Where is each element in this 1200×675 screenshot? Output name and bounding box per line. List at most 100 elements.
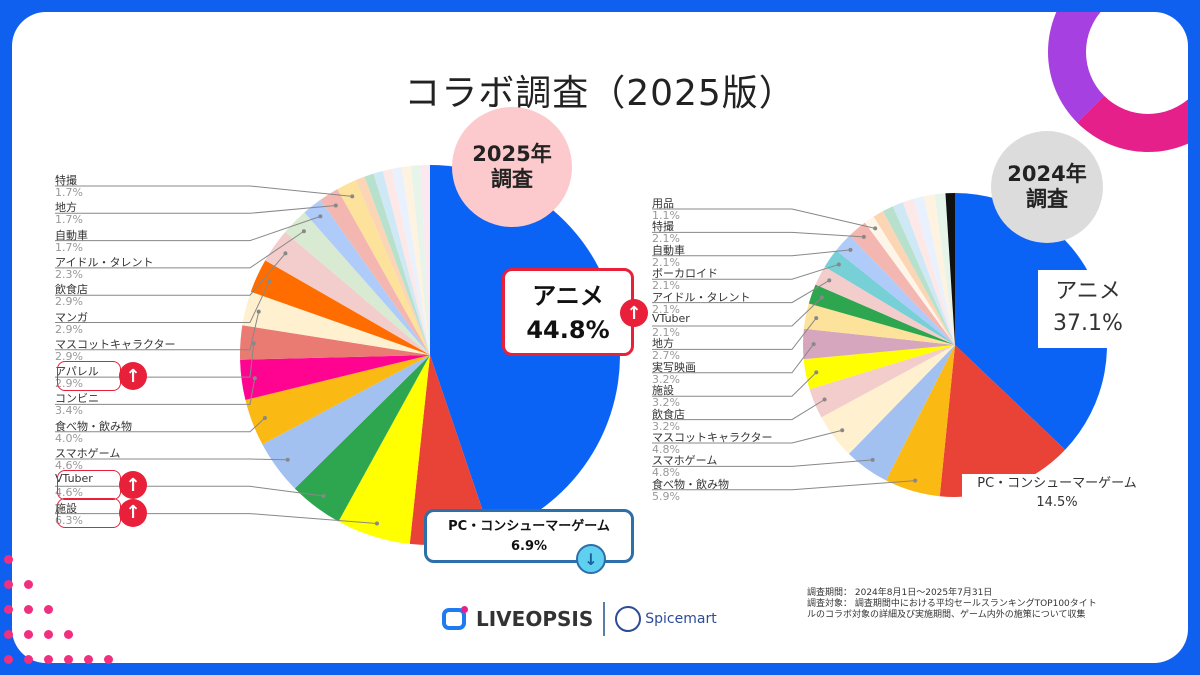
logo-divider bbox=[603, 602, 606, 636]
leader-line bbox=[652, 208, 876, 229]
slice-label: 地方 bbox=[652, 337, 674, 351]
slice-label: アイドル・タレント bbox=[55, 255, 154, 269]
survey-period: 調査期間： 2024年8月1日〜2025年7月31日 bbox=[807, 588, 993, 598]
leader-line bbox=[55, 253, 286, 296]
slice-label: 用品 bbox=[652, 197, 674, 210]
pie-slice bbox=[294, 355, 430, 522]
leader-line bbox=[652, 297, 823, 327]
page-title: コラボ調査（2025版） bbox=[404, 73, 796, 114]
decor-dot bbox=[84, 655, 93, 664]
pie-slice bbox=[803, 303, 955, 345]
callout-anime-2024: アニメ 37.1% bbox=[1038, 270, 1138, 348]
slice-label: ボーカロイド bbox=[652, 267, 718, 281]
pie-slice-minor bbox=[902, 198, 955, 345]
decor-dot bbox=[4, 630, 13, 639]
slice-label: VTuber bbox=[652, 312, 690, 325]
leader-dot bbox=[814, 316, 819, 321]
decor-dot bbox=[4, 655, 13, 664]
slice-label: 特撮 bbox=[55, 174, 77, 187]
pie-slice bbox=[320, 189, 430, 355]
slice-label: マスコットキャラクター bbox=[652, 431, 773, 444]
pie-slice bbox=[802, 328, 955, 360]
pie-slice-minor bbox=[923, 194, 955, 345]
year-badge: 2024年 調査 bbox=[991, 131, 1103, 243]
pie-slice-minor bbox=[913, 196, 955, 345]
pie-slice bbox=[808, 284, 955, 345]
leader-line bbox=[55, 311, 260, 351]
survey-target: 調査対象： 調査期間中における平均セールスランキングTOP100タイト bbox=[807, 599, 1097, 609]
slice-label: 実写映画 bbox=[652, 360, 696, 374]
leader-dot bbox=[840, 428, 845, 433]
leader-dot bbox=[873, 226, 878, 231]
year-badge: 2025年 調査 bbox=[452, 107, 572, 227]
leader-dot bbox=[350, 194, 355, 199]
slice-value: 5.9% bbox=[652, 489, 680, 503]
leader-dot bbox=[822, 397, 827, 402]
pie-slice bbox=[809, 345, 955, 418]
pie-slice bbox=[864, 216, 955, 345]
slice-label: アイドル・タレント bbox=[652, 290, 751, 304]
pie-slice bbox=[409, 355, 491, 545]
pie-charts bbox=[55, 165, 1107, 545]
pie-slice bbox=[848, 345, 955, 481]
slice-value: 2.9% bbox=[55, 349, 83, 363]
leader-line bbox=[652, 279, 830, 304]
pie-slice bbox=[821, 345, 955, 454]
slice-label: 食べ物・飲み物 bbox=[55, 419, 132, 433]
callout-value: 44.8% bbox=[526, 316, 610, 344]
slice-value: 2.9% bbox=[55, 295, 83, 309]
highlight-box bbox=[57, 361, 121, 392]
slice-value: 3.2% bbox=[652, 419, 680, 433]
pie-slice bbox=[824, 250, 955, 345]
up-arrow-icon: ↑ bbox=[620, 299, 648, 327]
slice-value: 3.2% bbox=[652, 396, 680, 410]
down-arrow-icon: ↓ bbox=[576, 544, 606, 574]
pie-slice-minor bbox=[364, 173, 430, 355]
up-arrow-icon: ↑ bbox=[119, 471, 147, 500]
callout-anime-2025: アニメ 44.8% bbox=[502, 268, 634, 356]
pie-slice bbox=[955, 193, 1107, 450]
up-arrow-icon: ↑ bbox=[119, 498, 147, 527]
globe-icon bbox=[615, 606, 642, 632]
pie-slice-minor bbox=[355, 176, 430, 355]
slide: コラボ調査（2025版） 特撮 1.7% 地方 1.7% 自動車 1.7% アイドル・タレン… bbox=[12, 12, 1188, 663]
slice-label: コンビニ bbox=[55, 392, 99, 406]
leader-dot bbox=[267, 279, 272, 284]
leader-line bbox=[55, 281, 270, 323]
pie-slice bbox=[885, 345, 955, 497]
decor-dot bbox=[64, 630, 73, 639]
pie-slice-minor bbox=[945, 193, 955, 345]
highlight-box bbox=[57, 470, 121, 501]
pie-slice bbox=[240, 325, 430, 360]
leader-line bbox=[55, 458, 288, 461]
leader-line bbox=[55, 230, 305, 269]
decor-dot bbox=[64, 655, 73, 664]
slice-value: 4.8% bbox=[652, 466, 680, 480]
callout-value: 37.1% bbox=[1053, 311, 1123, 336]
pie-slice bbox=[803, 345, 955, 390]
slice-value: 2.3% bbox=[55, 267, 83, 281]
leader-line bbox=[652, 343, 815, 374]
pie-slice-minor bbox=[892, 202, 955, 345]
slice-label: 特撮 bbox=[652, 220, 674, 234]
slice-value: 1.1% bbox=[652, 209, 680, 222]
logos: LIVEOPSIS Spicemart bbox=[442, 602, 717, 636]
pie-slice bbox=[939, 345, 1066, 497]
slice-label: 自動車 bbox=[55, 228, 88, 242]
liveopsis-logo: LIVEOPSIS bbox=[476, 607, 594, 631]
callout-value: 14.5% bbox=[1036, 495, 1078, 510]
leader-dot bbox=[819, 295, 824, 300]
leader-dot bbox=[318, 214, 323, 219]
decor-dot bbox=[44, 630, 53, 639]
slice-value: 3.2% bbox=[652, 372, 680, 386]
pie-slice bbox=[250, 260, 430, 355]
leader-dot bbox=[301, 229, 306, 234]
pie-slice-minor bbox=[401, 165, 430, 355]
leader-dot bbox=[913, 478, 918, 483]
pie-slice-minor bbox=[420, 165, 430, 355]
leader-line bbox=[652, 399, 825, 421]
leader-dot bbox=[814, 370, 819, 375]
pie-slice-minor bbox=[410, 165, 430, 355]
slice-label: 食べ物・飲み物 bbox=[652, 477, 729, 491]
pie-slice-minor bbox=[882, 206, 955, 345]
